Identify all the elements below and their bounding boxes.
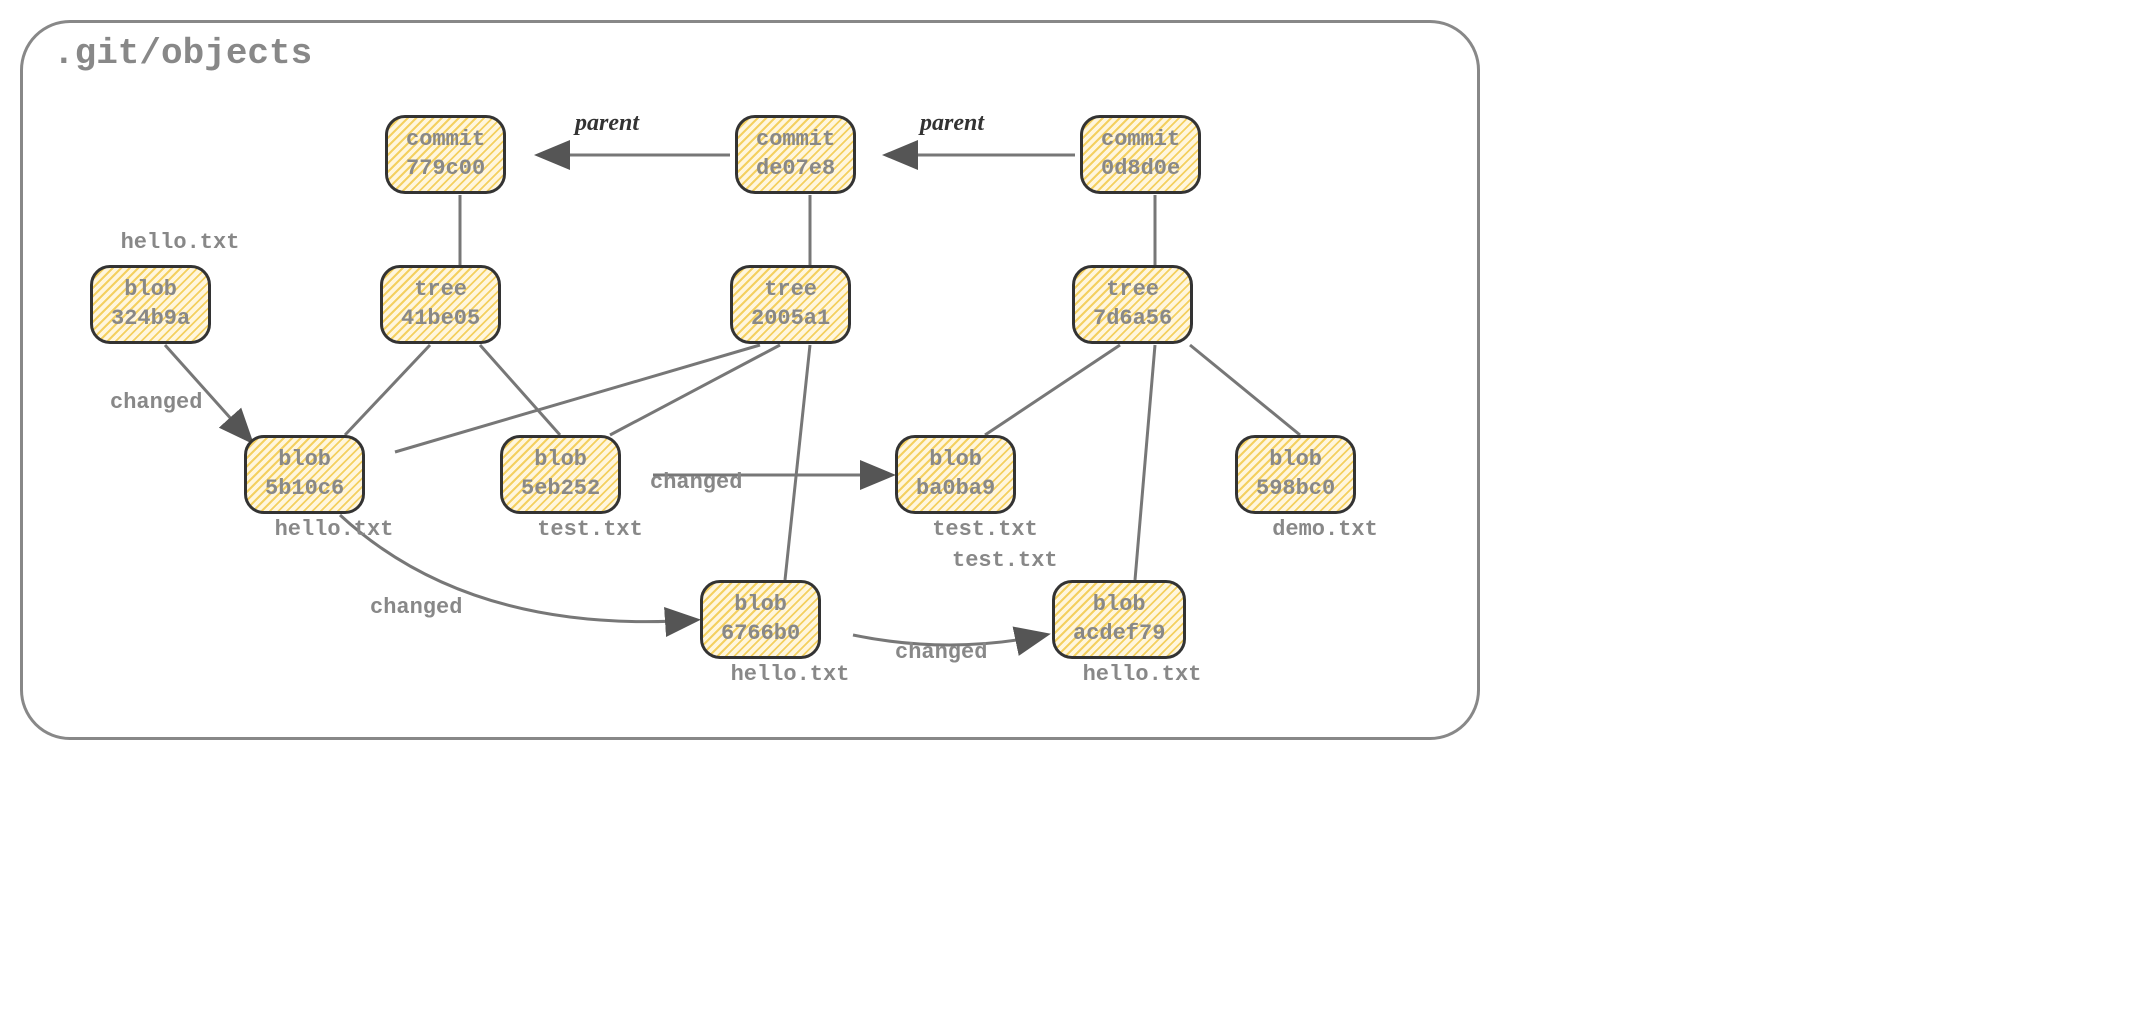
node-hash: 324b9a (111, 305, 190, 334)
container-title: .git/objects (53, 33, 312, 74)
blob-node-acdef79: blob acdef79 (1052, 580, 1186, 659)
node-hash: 598bc0 (1256, 475, 1335, 504)
node-hash: 5eb252 (521, 475, 600, 504)
node-type: blob (721, 591, 800, 620)
edge-label-changed-3: changed (370, 595, 462, 620)
blob-label-below: hello.txt (1052, 662, 1232, 687)
tree-node-1: tree 41be05 (380, 265, 501, 344)
blob-label-below: test.txt (500, 517, 680, 542)
node-hash: 7d6a56 (1093, 305, 1172, 334)
node-type: commit (1101, 126, 1180, 155)
edge-label-changed-2: changed (650, 470, 742, 495)
node-type: tree (751, 276, 830, 305)
blob-label-below: hello.txt (244, 517, 424, 542)
node-hash: 6766b0 (721, 620, 800, 649)
node-type: blob (1256, 446, 1335, 475)
blob-node-6766b0: blob 6766b0 (700, 580, 821, 659)
node-hash: ba0ba9 (916, 475, 995, 504)
node-type: blob (521, 446, 600, 475)
edge-label-parent-2: parent (920, 110, 984, 137)
blob-node-324b9a: blob 324b9a (90, 265, 211, 344)
blob-label-above-right: test.txt (952, 548, 1058, 573)
node-type: commit (406, 126, 485, 155)
node-type: blob (1073, 591, 1165, 620)
node-type: tree (1093, 276, 1172, 305)
node-hash: 41be05 (401, 305, 480, 334)
node-type: tree (401, 276, 480, 305)
node-type: blob (916, 446, 995, 475)
tree-node-3: tree 7d6a56 (1072, 265, 1193, 344)
blob-node-5eb252: blob 5eb252 (500, 435, 621, 514)
commit-node-1: commit 779c00 (385, 115, 506, 194)
edge-label-parent-1: parent (575, 110, 639, 137)
tree-node-2: tree 2005a1 (730, 265, 851, 344)
blob-label-below: test.txt (895, 517, 1075, 542)
node-hash: de07e8 (756, 155, 835, 184)
node-type: commit (756, 126, 835, 155)
node-hash: 779c00 (406, 155, 485, 184)
node-type: blob (265, 446, 344, 475)
blob-node-598bc0: blob 598bc0 (1235, 435, 1356, 514)
blob-node-5b10c6: blob 5b10c6 (244, 435, 365, 514)
node-hash: 2005a1 (751, 305, 830, 334)
edge-label-changed-4: changed (895, 640, 987, 665)
commit-node-3: commit 0d8d0e (1080, 115, 1201, 194)
node-hash: 0d8d0e (1101, 155, 1180, 184)
blob-label-above: hello.txt (90, 230, 270, 255)
node-hash: acdef79 (1073, 620, 1165, 649)
node-type: blob (111, 276, 190, 305)
commit-node-2: commit de07e8 (735, 115, 856, 194)
blob-label-below: hello.txt (700, 662, 880, 687)
blob-label-below: demo.txt (1235, 517, 1415, 542)
edge-label-changed-1: changed (110, 390, 202, 415)
node-hash: 5b10c6 (265, 475, 344, 504)
blob-node-ba0ba9: blob ba0ba9 (895, 435, 1016, 514)
